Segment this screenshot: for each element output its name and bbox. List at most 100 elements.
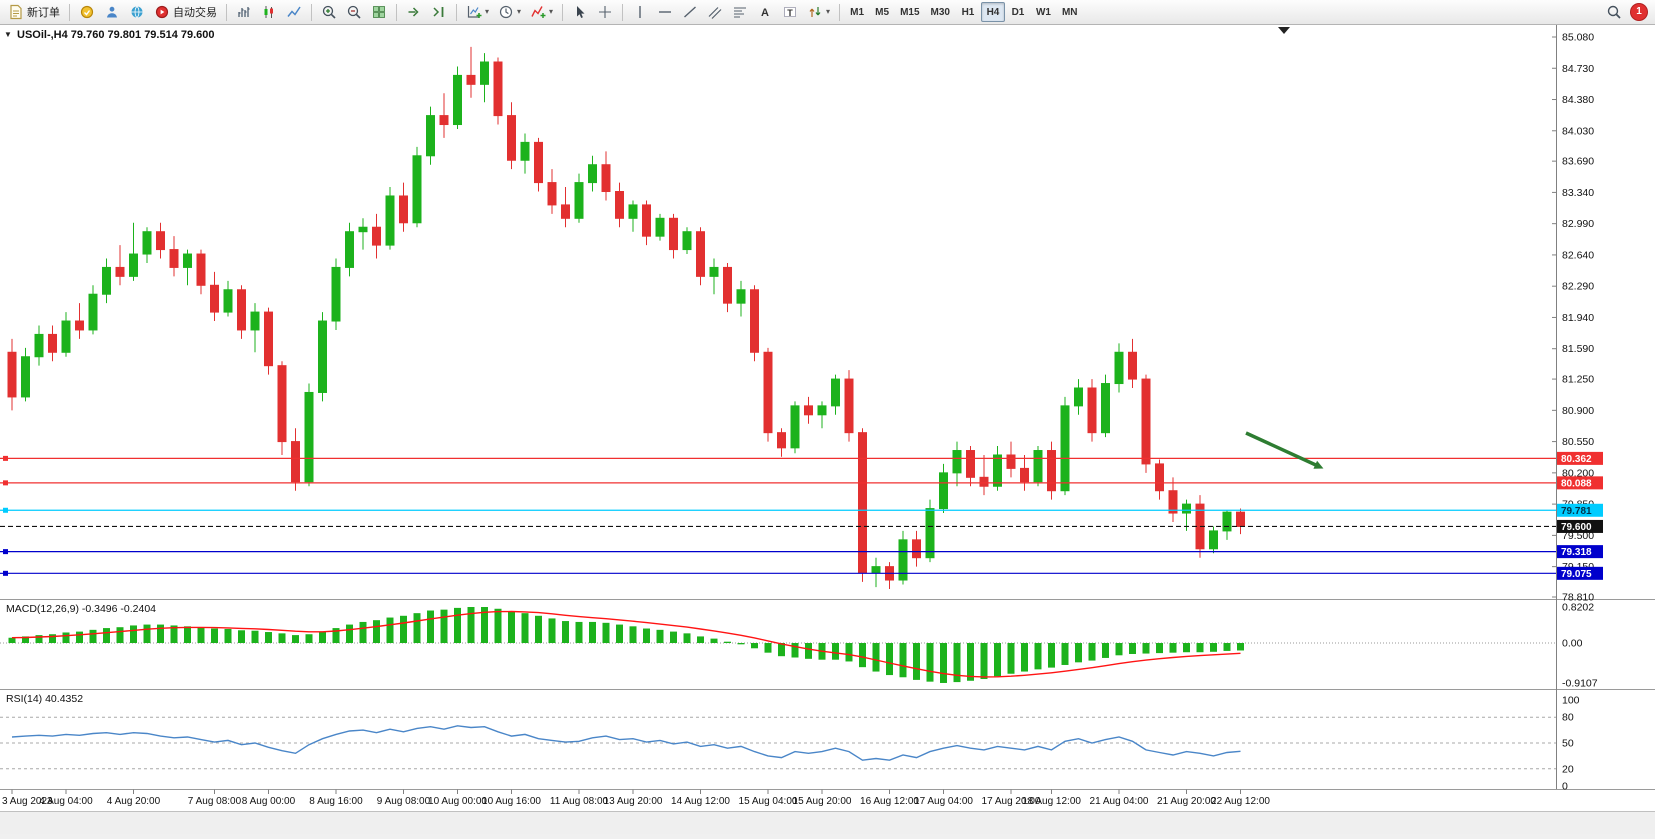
market-icon xyxy=(131,6,143,18)
horizontal-line-button[interactable] xyxy=(653,2,677,23)
candlesticks xyxy=(7,46,1245,589)
svg-text:0: 0 xyxy=(1562,781,1568,793)
new-order-button[interactable]: 新订单 xyxy=(4,2,64,23)
svg-text:81.590: 81.590 xyxy=(1562,343,1594,355)
new-chart-button[interactable]: ▾ xyxy=(462,2,493,23)
toolbar-separator xyxy=(562,3,564,21)
svg-text:4 Aug 04:00: 4 Aug 04:00 xyxy=(39,796,93,807)
svg-text:100: 100 xyxy=(1562,695,1580,707)
svg-text:84.730: 84.730 xyxy=(1562,63,1594,75)
arrows-icon xyxy=(809,7,821,17)
timeframe-mn[interactable]: MN xyxy=(1057,2,1083,22)
bar-chart-icon xyxy=(238,7,250,17)
svg-text:9 Aug 08:00: 9 Aug 08:00 xyxy=(377,796,431,807)
market-button[interactable] xyxy=(125,2,149,23)
one-click-panel-toggle[interactable]: ▼ xyxy=(4,30,12,39)
channel-button[interactable] xyxy=(703,2,727,23)
crosshair-button[interactable] xyxy=(593,2,617,23)
svg-text:81.250: 81.250 xyxy=(1562,374,1594,386)
svg-text:83.690: 83.690 xyxy=(1562,156,1594,168)
svg-text:50: 50 xyxy=(1562,738,1574,750)
svg-text:78.810: 78.810 xyxy=(1562,592,1594,604)
arrows-button[interactable]: ▾ xyxy=(803,2,834,23)
rsi-panel: RSI(14) 40.4352 xyxy=(0,693,1556,770)
svg-text:8 Aug 16:00: 8 Aug 16:00 xyxy=(309,796,363,807)
text-icon: A xyxy=(761,7,769,19)
cursor-icon xyxy=(577,6,585,18)
price-badge-79.600 xyxy=(1557,519,1603,533)
svg-text:0.00: 0.00 xyxy=(1562,638,1583,650)
periods-button[interactable]: ▾ xyxy=(494,2,525,23)
bar-chart-button[interactable] xyxy=(232,2,256,23)
text-button[interactable]: A xyxy=(753,2,777,23)
autotrading-button[interactable]: 自动交易 xyxy=(150,2,221,23)
svg-text:80.200: 80.200 xyxy=(1562,467,1594,479)
svg-text:17 Aug 20:00: 17 Aug 20:00 xyxy=(982,796,1041,807)
zoom-in-icon xyxy=(322,5,336,19)
timeframe-m5[interactable]: M5 xyxy=(870,2,894,22)
svg-text:80.362: 80.362 xyxy=(1561,454,1592,465)
timeframe-d1[interactable]: D1 xyxy=(1006,2,1030,22)
candle-chart-button[interactable] xyxy=(257,2,281,23)
svg-text:21 Aug 20:00: 21 Aug 20:00 xyxy=(1157,796,1216,807)
chart-area[interactable]: MACD(12,26,9) -0.3496 -0.2404 RSI(14) 40.… xyxy=(0,25,1655,834)
signals-button[interactable] xyxy=(75,2,99,23)
svg-text:7 Aug 08:00: 7 Aug 08:00 xyxy=(188,796,242,807)
text-label-button[interactable]: T xyxy=(778,2,802,23)
horizontal-lines[interactable] xyxy=(0,455,1556,576)
toolbar-right: 1 xyxy=(1602,2,1651,23)
tile-windows-button[interactable] xyxy=(367,2,391,23)
trendline-button[interactable] xyxy=(678,2,702,23)
timeframe-w1[interactable]: W1 xyxy=(1031,2,1056,22)
price-axis: 85.080 84.730 84.380 84.030 83.690 83.340 82.9… xyxy=(1552,25,1603,793)
svg-text:20: 20 xyxy=(1562,763,1574,775)
svg-text:85.080: 85.080 xyxy=(1562,32,1594,44)
arrow-annotation-head xyxy=(1313,460,1324,469)
chart-canvas[interactable]: MACD(12,26,9) -0.3496 -0.2404 RSI(14) 40.… xyxy=(0,25,1655,834)
svg-text:0.8202: 0.8202 xyxy=(1562,602,1594,614)
chart-shift-button[interactable] xyxy=(427,2,451,23)
svg-text:79.318: 79.318 xyxy=(1561,547,1592,558)
chart-shift-marker[interactable] xyxy=(1278,27,1290,34)
timeframe-m1[interactable]: M1 xyxy=(845,2,869,22)
svg-text:4 Aug 20:00: 4 Aug 20:00 xyxy=(107,796,161,807)
arrow-annotation[interactable] xyxy=(1245,431,1319,468)
search-button[interactable] xyxy=(1602,2,1626,23)
line-chart-icon xyxy=(287,6,301,17)
svg-text:79.075: 79.075 xyxy=(1561,569,1592,580)
chart-title: USOil-,H4 79.760 79.801 79.514 79.600 xyxy=(17,29,215,41)
timeframe-h1[interactable]: H1 xyxy=(956,2,980,22)
vertical-line-button[interactable] xyxy=(628,2,652,23)
svg-text:83.340: 83.340 xyxy=(1562,187,1594,199)
svg-text:15 Aug 20:00: 15 Aug 20:00 xyxy=(793,796,852,807)
timeframe-m30[interactable]: M30 xyxy=(926,2,955,22)
timeframe-m15[interactable]: M15 xyxy=(895,2,924,22)
timeframe-h4[interactable]: H4 xyxy=(980,2,1005,22)
zoom-in-button[interactable] xyxy=(317,2,341,23)
rsi-line xyxy=(11,725,1241,761)
line-chart-button[interactable] xyxy=(282,2,306,23)
zoom-out-button[interactable] xyxy=(342,2,366,23)
indicators-button[interactable]: ▾ xyxy=(526,2,557,23)
auto-scroll-icon xyxy=(408,7,419,17)
notification-badge[interactable]: 1 xyxy=(1631,4,1647,20)
hline-icon xyxy=(659,11,672,13)
fibonacci-icon xyxy=(734,7,747,18)
timeframe-group: M1 M5 M15 M30 H1 H4 D1 W1 MN xyxy=(845,2,1082,22)
fibonacci-button[interactable] xyxy=(728,2,752,23)
price-badge-79.781 xyxy=(1557,503,1603,517)
search-icon xyxy=(1607,5,1621,19)
new-order-icon xyxy=(10,4,22,20)
vline-icon xyxy=(639,6,641,18)
cursor-button[interactable] xyxy=(568,2,592,23)
toolbar-separator xyxy=(396,3,397,21)
svg-text:17 Aug 04:00: 17 Aug 04:00 xyxy=(914,796,973,807)
auto-scroll-button[interactable] xyxy=(402,2,426,23)
macd-label: MACD(12,26,9) -0.3496 -0.2404 xyxy=(6,603,156,615)
svg-text:82.640: 82.640 xyxy=(1562,249,1594,261)
toolbar-separator xyxy=(839,3,841,21)
community-button[interactable] xyxy=(100,2,124,23)
rsi-label: RSI(14) 40.4352 xyxy=(6,693,83,705)
svg-text:82.990: 82.990 xyxy=(1562,218,1594,230)
macd-panel: MACD(12,26,9) -0.3496 -0.2404 xyxy=(0,603,1556,683)
